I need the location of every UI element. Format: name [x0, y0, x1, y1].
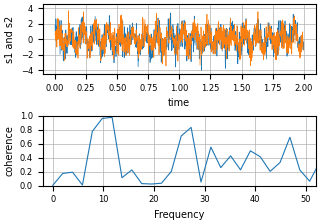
X-axis label: time: time	[168, 98, 190, 108]
Y-axis label: coherence: coherence	[4, 125, 14, 176]
Y-axis label: s1 and s2: s1 and s2	[5, 15, 15, 63]
X-axis label: Frequency: Frequency	[154, 210, 204, 220]
